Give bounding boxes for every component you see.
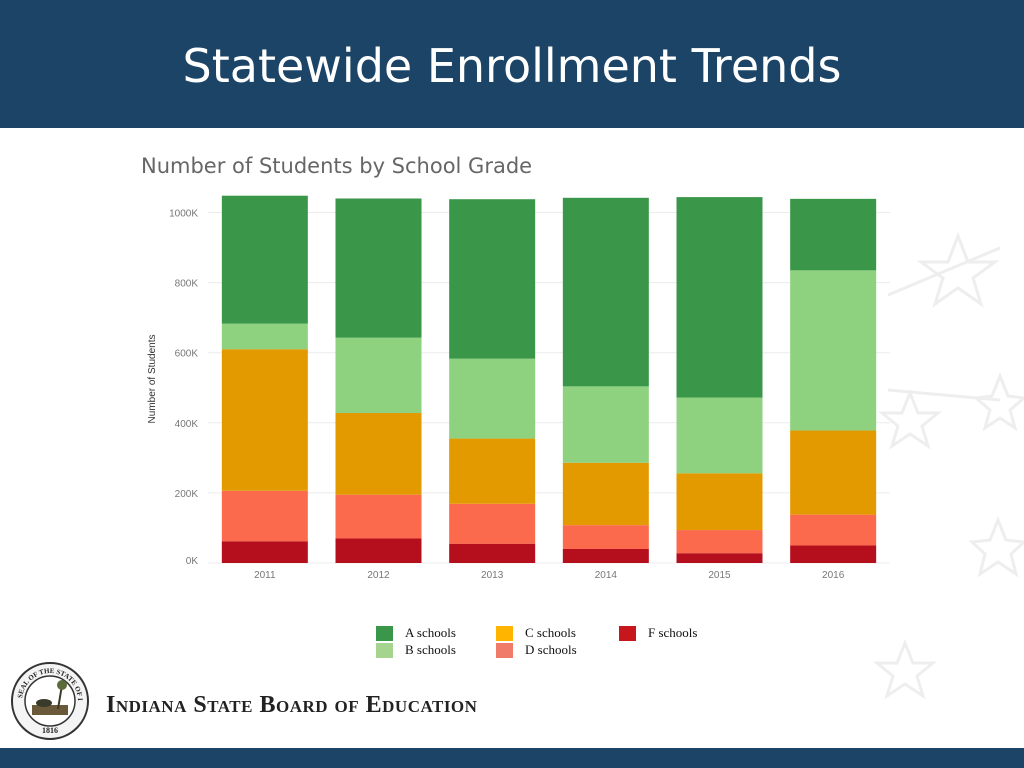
y-tick-label: 0K (186, 556, 199, 567)
legend-label-d: D schools (525, 642, 577, 657)
y-tick-label: 1000K (169, 209, 198, 220)
y-tick-label: 600K (175, 349, 199, 360)
bar-segment-b-schools (449, 358, 536, 439)
star-watermark-background (872, 231, 1024, 700)
legend-item-a-schools: A schools (376, 625, 456, 641)
x-tick-label: 2011 (254, 570, 276, 581)
state-seal-logo: SEAL OF THE STATE OF INDIANA 1816 (10, 661, 89, 740)
bar-segment-a-schools (449, 199, 536, 359)
bar-segment-d-schools (790, 514, 877, 546)
bar-segment-a-schools (790, 198, 877, 271)
watermark-star-icon (872, 638, 938, 700)
watermark-star-icon (877, 388, 943, 450)
x-tick-label: 2013 (481, 570, 504, 581)
y-tick-label: 800K (175, 279, 199, 290)
legend-label-f: F schools (648, 625, 698, 640)
bar-segment-c-schools (449, 438, 536, 504)
bar-segment-d-schools (221, 490, 308, 542)
bar-segment-f-schools (562, 548, 649, 563)
bar-segment-c-schools (335, 412, 422, 495)
watermark-star-icon (968, 515, 1024, 578)
bar-segment-f-schools (221, 541, 308, 563)
watermark-star-icon (916, 231, 1000, 308)
x-tick-label: 2014 (595, 570, 618, 581)
bar-segment-a-schools (562, 197, 649, 387)
bar-segment-d-schools (335, 494, 422, 539)
legend-swatch-d (496, 642, 513, 658)
bar-segment-c-schools (790, 430, 877, 515)
bar-segment-f-schools (335, 538, 422, 563)
legend-swatch-b (376, 642, 393, 658)
bar-segment-c-schools (676, 473, 763, 531)
x-tick-label: 2012 (367, 570, 390, 581)
y-axis-label: Number of Students (147, 335, 158, 424)
bar-segment-c-schools (562, 462, 649, 526)
legend-item-b-schools: B schools (376, 642, 456, 658)
bar-segment-f-schools (676, 553, 763, 563)
bar-segment-f-schools (790, 545, 877, 563)
bar-segment-d-schools (449, 503, 536, 544)
bar-segment-b-schools (221, 323, 308, 350)
chart-title: Number of Students by School Grade (141, 154, 533, 178)
footer: SEAL OF THE STATE OF INDIANA 1816 Indian… (0, 655, 700, 750)
slide-title: Statewide Enrollment Trends (182, 39, 842, 93)
bar-segment-a-schools (221, 195, 308, 324)
legend-label-c: C schools (525, 625, 576, 640)
bar-segment-b-schools (676, 397, 763, 474)
legend-swatch-a (376, 625, 393, 641)
bar-segment-b-schools (562, 386, 649, 463)
bar-segment-a-schools (335, 198, 422, 338)
bar-segment-d-schools (676, 530, 763, 554)
x-tick-label: 2016 (822, 570, 845, 581)
chart-legend: A schools B schools C schools D schools … (376, 625, 736, 665)
legend-item-d-schools: D schools (496, 642, 577, 658)
legend-swatch-f (619, 625, 636, 641)
y-tick-label: 400K (175, 419, 199, 430)
bar-segment-a-schools (676, 197, 763, 398)
bar-segment-b-schools (335, 337, 422, 413)
x-tick-label: 2015 (708, 570, 731, 581)
stacked-bar-chart: 0K 200K 400K 600K 800K 1000K Number of Student… (147, 195, 890, 581)
bar-segment-b-schools (790, 270, 877, 431)
title-banner: Statewide Enrollment Trends (0, 0, 1024, 128)
watermark-star-icon (972, 371, 1024, 432)
svg-text:1816: 1816 (42, 726, 58, 735)
bar-segment-f-schools (449, 543, 536, 563)
legend-item-c-schools: C schools (496, 625, 576, 641)
legend-label-a: A schools (405, 625, 456, 640)
organization-name: Indiana State Board of Education (106, 692, 478, 718)
bar-segment-c-schools (221, 349, 308, 491)
legend-swatch-c (496, 625, 513, 641)
y-tick-label: 200K (175, 489, 199, 500)
bar-segment-d-schools (562, 525, 649, 549)
bottom-bar (0, 748, 1024, 768)
legend-item-f-schools: F schools (619, 625, 697, 641)
legend-label-b: B schools (405, 642, 456, 657)
